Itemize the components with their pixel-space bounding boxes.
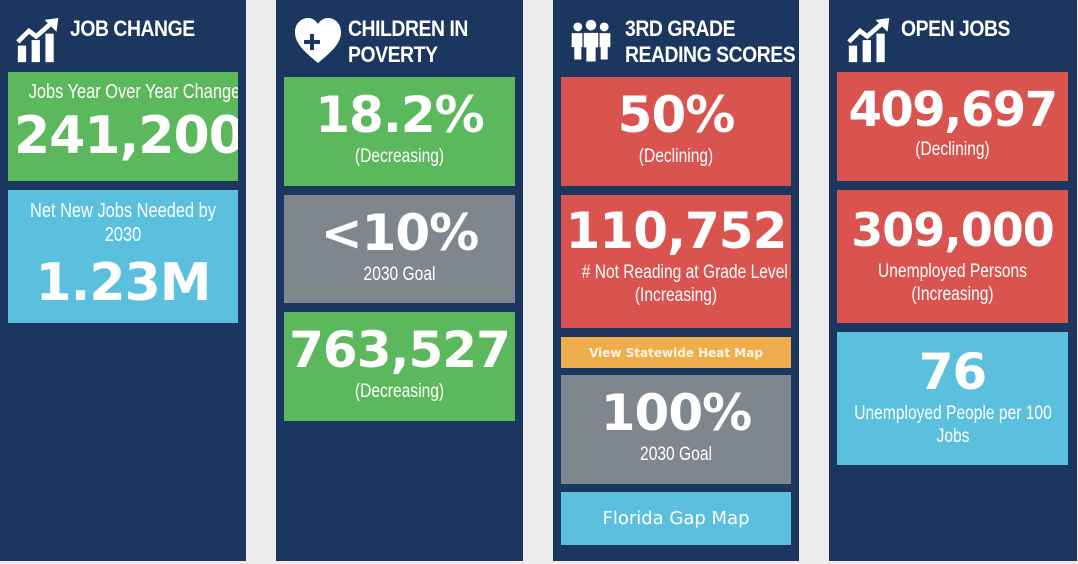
card-value: 18.2% [315,86,484,144]
title-line-1: CHILDREN IN [348,16,468,41]
title-line-2: POVERTY [348,42,438,67]
title-line-1: 3RD GRADE [625,16,736,41]
card-value: 241,200,0 [14,106,238,166]
card-label: Unemployed People per 100 Jobs [854,403,1052,447]
card-value: 309,000 [851,203,1055,257]
card-label: (Decreasing) [354,381,445,402]
card-value: 50% [617,86,736,144]
reading-goal-card: 100% 2030 Goal [561,375,791,484]
panel-job-change: JOB CHANGE Jobs Year Over Year Change 24… [0,0,246,561]
not-reading-card: 110,752 # Not Reading at Grade Level (In… [561,195,791,328]
panel-title: OPEN JOBS [901,16,1011,41]
poverty-rate-card: 18.2% (Decreasing) [284,77,515,186]
net-new-jobs-card: Net New Jobs Needed by 2030 1.23M [8,190,238,323]
button-label: View Statewide Heat Map [589,345,763,360]
card-label: (Declining) [638,146,714,167]
card-label: 2030 Goal [640,444,712,465]
open-jobs-card: 409,697 (Declining) [837,72,1068,181]
card-label-line-2: (Increasing) [911,284,994,305]
poverty-count-card: 763,527 (Decreasing) [284,312,515,421]
chart-growth-icon [847,18,890,63]
card-label: Jobs Year Over Year Change [28,81,238,103]
panel-header: 3RD GRADE READING SCORES [553,14,799,70]
panel-title: JOB CHANGE [70,16,195,41]
card-value: 409,697 [848,82,1058,138]
card-value: <10% [320,204,480,262]
panel-open-jobs: OPEN JOBS 409,697 (Declining) 309,000 Un… [829,0,1077,561]
unemployed-persons-card: 309,000 Unemployed Persons (Increasing) [837,190,1068,323]
florida-gap-map-button[interactable]: Florida Gap Map [561,492,791,545]
card-label-line-1: # Not Reading at Grade Level [581,262,788,283]
title-line-2: READING SCORES [625,42,796,67]
panel-header: JOB CHANGE [0,14,246,70]
panel-children-in-poverty: CHILDREN IN POVERTY 18.2% (Decreasing) <… [276,0,523,561]
card-label: Net New Jobs Needed by 2030 [30,200,216,246]
panel-title: 3RD GRADE READING SCORES [625,16,796,68]
button-label: Florida Gap Map [602,508,750,529]
card-label: (Declining) [915,139,990,160]
card-label: (Decreasing) [354,146,445,167]
card-label-line-1: Unemployed Persons [878,261,1027,282]
card-label: 2030 Goal [363,264,436,285]
poverty-goal-card: <10% 2030 Goal [284,195,515,303]
card-value: 76 [918,343,988,401]
reading-rate-card: 50% (Declining) [561,77,791,186]
chart-growth-icon [16,18,59,63]
card-value: 763,527 [289,321,511,379]
panel-header: CHILDREN IN POVERTY [276,14,523,70]
panel-header: OPEN JOBS [829,14,1077,70]
people-group-icon [571,19,611,63]
panel-reading-scores: 3RD GRADE READING SCORES 50% (Declining)… [553,0,799,561]
card-value: 100% [600,384,752,442]
jobs-yoy-card: Jobs Year Over Year Change 241,200,0 [8,72,238,181]
panel-title: CHILDREN IN POVERTY [348,16,468,68]
view-heat-map-button[interactable]: View Statewide Heat Map [561,337,791,368]
heart-plus-icon [295,18,341,63]
unemployed-per-jobs-card: 76 Unemployed People per 100 Jobs [837,332,1068,465]
card-value: 110,752 [565,202,788,260]
card-label-line-2: (Increasing) [634,285,718,306]
card-value: 1.23M [35,253,211,313]
